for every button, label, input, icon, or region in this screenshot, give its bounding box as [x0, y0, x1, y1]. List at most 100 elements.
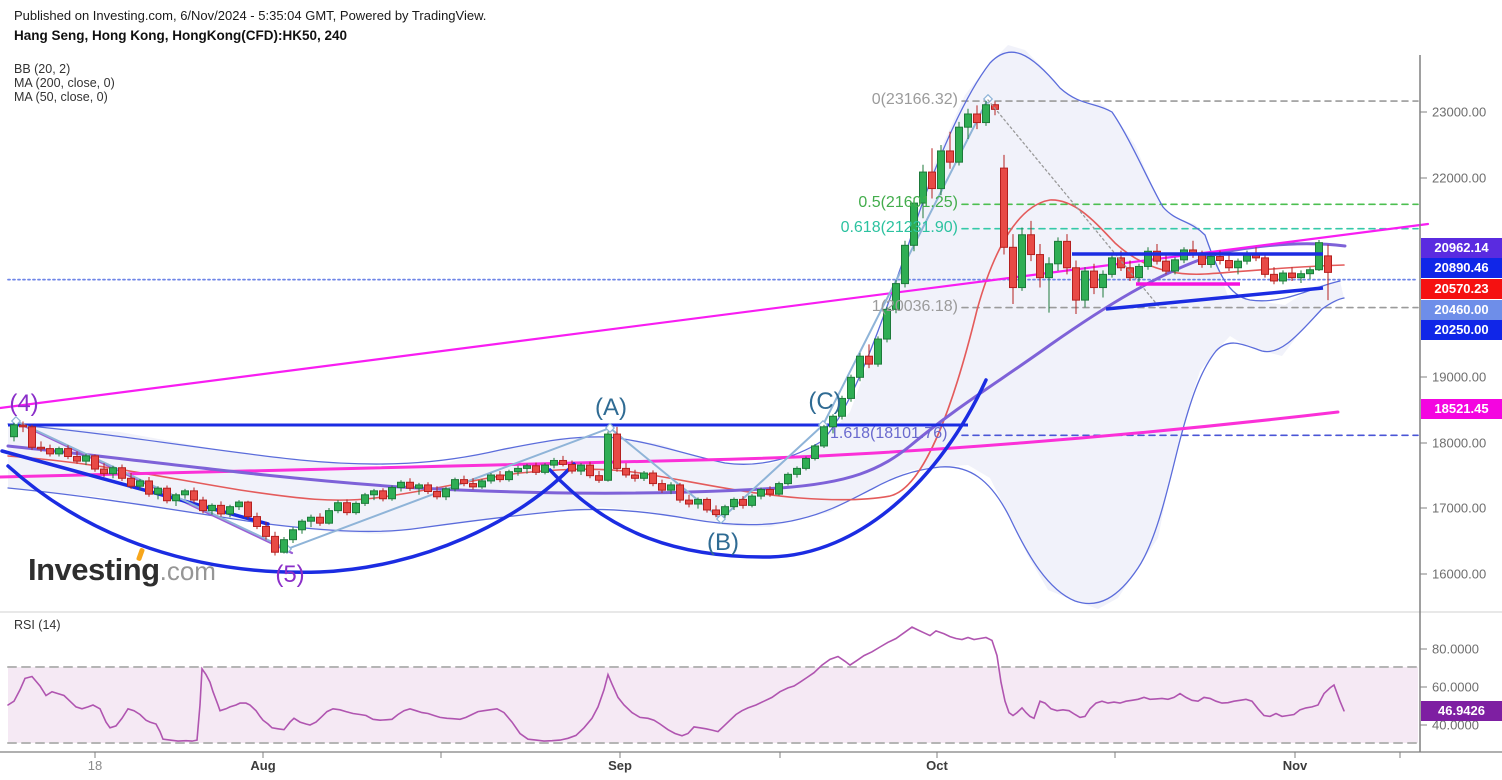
candle-body	[955, 126, 963, 163]
candle-body	[505, 471, 513, 481]
candle-body	[370, 490, 378, 496]
legend-bb[interactable]: BB (20, 2)	[14, 62, 71, 76]
candle-body	[937, 150, 945, 190]
candle-body	[1153, 250, 1161, 262]
candle-body	[793, 467, 801, 475]
candle-body	[217, 504, 225, 515]
candle-body	[451, 479, 459, 490]
published-line: Published on Investing.com, 6/Nov/2024 -…	[14, 8, 487, 23]
bollinger-lower-line	[7, 297, 1345, 605]
price-chip: 20890.46	[1421, 258, 1502, 278]
fib-label: 0.5(21601.25)	[858, 194, 958, 212]
candle-body	[1126, 267, 1134, 279]
fib-diagonal-dotted	[987, 99, 1161, 309]
legend-ma200[interactable]: MA (200, close, 0)	[14, 76, 115, 90]
candle-body	[244, 501, 252, 518]
candle-body	[1027, 234, 1035, 256]
candle-body	[478, 480, 486, 488]
candle-body	[343, 502, 351, 514]
rsi-value-chip: 46.9426	[1421, 701, 1502, 721]
candle-body	[820, 426, 828, 447]
chart-title: Hang Seng, Hong Kong, HongKong(CFD):HK50…	[14, 28, 347, 43]
wave4-5-channel-line	[14, 420, 294, 555]
candle-body	[208, 504, 216, 512]
candle-body	[1261, 257, 1269, 275]
waveB-arc	[548, 378, 988, 559]
candle-body	[316, 516, 324, 524]
time-axis-label-18: 18	[87, 758, 103, 773]
candle-body	[649, 472, 657, 485]
rsi-line	[7, 626, 1345, 742]
candle-body	[1216, 256, 1224, 262]
candle-body	[226, 506, 234, 515]
candle-body	[1207, 256, 1215, 265]
candle-body	[163, 487, 171, 502]
candle-body	[82, 455, 90, 462]
candle-body	[658, 483, 666, 491]
candle-body	[28, 426, 36, 448]
candle-body	[127, 477, 135, 487]
candle-body	[91, 455, 99, 470]
candle-body	[865, 355, 873, 365]
ma200-line	[6, 242, 1347, 495]
legend-ma50[interactable]: MA (50, close, 0)	[14, 90, 108, 104]
candle-body	[1270, 273, 1278, 282]
candle-body	[631, 474, 639, 479]
candle-body	[406, 481, 414, 489]
price-chip: 20570.23	[1421, 279, 1502, 299]
candle-body	[289, 529, 297, 541]
candle-body	[757, 489, 765, 497]
rsi-axis-label: 80.0000	[1432, 641, 1479, 657]
price-axis-label: 22000.00	[1432, 170, 1487, 186]
candle-body	[1144, 250, 1152, 267]
candle-body	[766, 489, 774, 495]
price-axis-label: 17000.00	[1432, 500, 1487, 516]
ma50-line	[7, 199, 1345, 501]
candle-body	[856, 355, 864, 378]
time-axis-label-aug: Aug	[250, 758, 276, 773]
candle-body	[595, 475, 603, 481]
wave5-arc	[6, 462, 576, 575]
candle-body	[46, 448, 54, 455]
candle-body	[802, 458, 810, 469]
candle-body	[1315, 242, 1323, 271]
candle-body	[964, 113, 972, 128]
investing-logo: Investing.com	[28, 547, 216, 588]
price-axis-label: 19000.00	[1432, 369, 1487, 385]
candle-body	[1108, 257, 1116, 275]
candle-body	[181, 490, 189, 496]
candle-body	[109, 467, 117, 475]
candle-body	[1018, 234, 1026, 289]
candle-body	[64, 448, 72, 458]
candle-body	[280, 539, 288, 553]
candle-body	[154, 487, 162, 495]
candle-body	[1288, 272, 1296, 279]
candle-body	[550, 459, 558, 466]
candle-body	[514, 467, 522, 473]
rsi-legend[interactable]: RSI (14)	[14, 618, 61, 632]
zigzag-vertex-marker	[715, 513, 727, 525]
candle-body	[1297, 273, 1305, 279]
candle-body	[847, 376, 855, 399]
candle-body	[1135, 265, 1143, 279]
candle-body	[397, 481, 405, 489]
price-chip: 20962.14	[1421, 238, 1502, 258]
candle-body	[775, 483, 783, 495]
candle-body	[640, 472, 648, 479]
candle-body	[433, 491, 441, 498]
candle-body	[928, 171, 936, 190]
candle-body	[541, 464, 549, 473]
fib-label: 1.618(18101.76)	[830, 425, 948, 443]
candle-body	[568, 463, 576, 472]
candle-body	[1324, 255, 1332, 273]
time-axis-label-sep: Sep	[608, 758, 632, 773]
candle-body	[892, 283, 900, 310]
candle-body	[811, 445, 819, 459]
candle-body	[622, 467, 630, 476]
zigzag-line	[15, 98, 989, 551]
candle-body	[694, 498, 702, 505]
pink-trendline	[0, 410, 1340, 479]
candle-body	[676, 484, 684, 501]
